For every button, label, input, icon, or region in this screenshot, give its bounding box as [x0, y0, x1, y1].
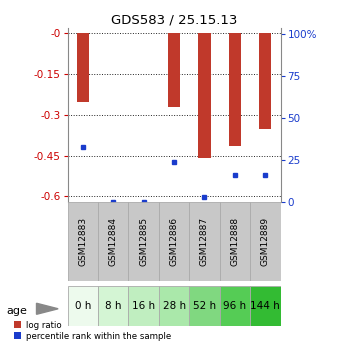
Bar [259, 33, 271, 129]
Bar [198, 33, 211, 158]
Bar [98, 286, 128, 326]
Text: 28 h: 28 h [163, 301, 186, 311]
Bar [128, 286, 159, 326]
Text: GSM12888: GSM12888 [231, 217, 239, 266]
Bar [68, 286, 98, 326]
Bar [189, 286, 220, 326]
Bar [189, 202, 220, 281]
Bar [220, 202, 250, 281]
Bar [220, 286, 250, 326]
Bar [77, 33, 89, 102]
Text: 52 h: 52 h [193, 301, 216, 311]
Bar [98, 202, 128, 281]
Text: 0 h: 0 h [75, 301, 91, 311]
Bar [68, 202, 98, 281]
Text: GSM12885: GSM12885 [139, 217, 148, 266]
Text: 8 h: 8 h [105, 301, 121, 311]
Bar [159, 202, 189, 281]
Text: 96 h: 96 h [223, 301, 246, 311]
Bar [229, 33, 241, 146]
Text: GSM12883: GSM12883 [78, 217, 87, 266]
Bar [159, 286, 189, 326]
Text: GSM12889: GSM12889 [261, 217, 270, 266]
Text: GSM12887: GSM12887 [200, 217, 209, 266]
Text: GDS583 / 25.15.13: GDS583 / 25.15.13 [111, 14, 237, 27]
Bar [128, 202, 159, 281]
Polygon shape [37, 303, 58, 314]
Legend: log ratio, percentile rank within the sample: log ratio, percentile rank within the sa… [15, 321, 171, 341]
Text: GSM12884: GSM12884 [109, 217, 118, 266]
Text: 16 h: 16 h [132, 301, 155, 311]
Text: age: age [7, 306, 28, 315]
Bar [250, 202, 281, 281]
Text: 144 h: 144 h [250, 301, 280, 311]
Text: GSM12886: GSM12886 [170, 217, 178, 266]
Bar [168, 33, 180, 107]
Bar [250, 286, 281, 326]
